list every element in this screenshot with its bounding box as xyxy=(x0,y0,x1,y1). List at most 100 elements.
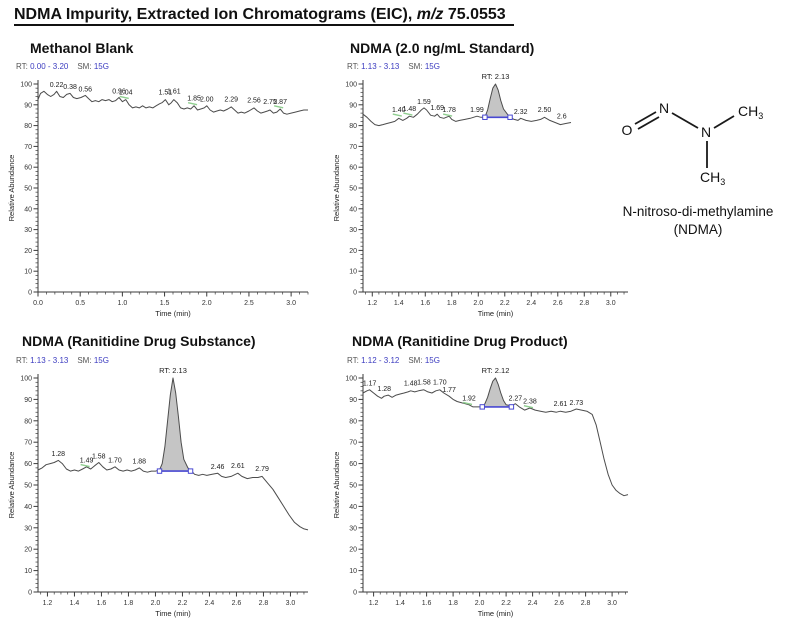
svg-text:20: 20 xyxy=(349,248,357,255)
main-peak-fill xyxy=(482,378,512,407)
panel-title-drug-product: NDMA (Ranitidine Drug Product) xyxy=(352,333,568,349)
svg-text:100: 100 xyxy=(20,82,32,89)
svg-text:50: 50 xyxy=(349,186,357,193)
page-title-mz: m/z xyxy=(416,6,444,23)
svg-text:0: 0 xyxy=(353,590,357,597)
atom-label: CH3 xyxy=(700,169,725,187)
svg-text:30: 30 xyxy=(349,227,357,234)
peak-flag xyxy=(119,95,129,100)
peak-flag xyxy=(523,404,534,409)
panel-title-ndma-standard: NDMA (2.0 ng/mL Standard) xyxy=(350,40,535,56)
svg-text:2.8: 2.8 xyxy=(579,300,589,307)
peak-label: 1.28 xyxy=(51,451,65,458)
peak-label: 1.49 xyxy=(80,458,94,465)
peak-label: 0.38 xyxy=(63,84,77,91)
svg-text:30: 30 xyxy=(24,227,32,234)
molecule-caption: N-nitroso-di-methylamine (NDMA) xyxy=(598,203,798,239)
sm-label: SM: xyxy=(77,62,92,71)
rt-range: 1.13 - 3.13 xyxy=(361,62,400,71)
main-peak-rt-label: RT: 2.12 xyxy=(482,366,510,375)
main-peak-rt-label: RT: 2.13 xyxy=(159,366,187,375)
peak-label: 2.29 xyxy=(224,97,238,104)
svg-text:100: 100 xyxy=(20,376,32,383)
baseline-marker xyxy=(187,468,194,474)
peak-label: 0.96 xyxy=(112,88,126,95)
atom-label: O xyxy=(622,122,633,138)
svg-text:1.2: 1.2 xyxy=(367,300,377,307)
sm-value: 15G xyxy=(93,356,109,365)
sm-label: SM: xyxy=(408,62,423,71)
peak-label: 1.70 xyxy=(433,379,447,386)
atom-label: N xyxy=(659,100,669,116)
peak-label: 1.58 xyxy=(417,379,431,386)
peak-label: 1.48 xyxy=(404,380,418,387)
svg-text:70: 70 xyxy=(24,144,32,151)
baseline-marker xyxy=(482,114,488,120)
y-axis-title: Relative Abundance xyxy=(7,155,16,222)
svg-text:2.5: 2.5 xyxy=(244,300,254,307)
svg-text:40: 40 xyxy=(349,504,357,511)
svg-text:1.6: 1.6 xyxy=(422,600,432,607)
svg-text:60: 60 xyxy=(24,165,32,172)
y-axis-title: Relative Abundance xyxy=(7,452,16,519)
svg-text:2.4: 2.4 xyxy=(526,300,536,307)
panel-title-drug-substance: NDMA (Ranitidine Drug Substance) xyxy=(22,333,256,349)
chrom-header-blank: RT: 0.00 - 3.20 SM: 15G xyxy=(16,62,109,71)
svg-text:50: 50 xyxy=(24,483,32,490)
svg-text:0: 0 xyxy=(28,590,32,597)
peak-label: 1.04 xyxy=(119,89,133,96)
peak-label: 0.22 xyxy=(50,82,64,89)
peak-label: 2.87 xyxy=(273,99,287,106)
peak-label: 1.48 xyxy=(403,106,417,113)
sm-value: 15G xyxy=(424,62,440,71)
peak-label: 1.59 xyxy=(417,99,431,106)
peak-flag xyxy=(274,105,284,109)
peak-label: 1.78 xyxy=(442,107,456,114)
svg-text:2.2: 2.2 xyxy=(178,600,188,607)
trace-line xyxy=(37,377,309,531)
svg-text:1.8: 1.8 xyxy=(124,600,134,607)
svg-text:2.8: 2.8 xyxy=(581,600,591,607)
svg-text:3.0: 3.0 xyxy=(606,300,616,307)
svg-text:2.4: 2.4 xyxy=(528,600,538,607)
svg-text:1.4: 1.4 xyxy=(394,300,404,307)
bond xyxy=(713,115,735,129)
bond xyxy=(637,116,660,130)
molecule-structure: O N N CH3 CH3 xyxy=(622,100,764,187)
chromatogram-drug-substance: 0 10 20 30 40 50 60 70 80 90 100 1.2 1.4 1.6 1.8 2.0 2.2… xyxy=(7,366,309,618)
rt-range: 1.13 - 3.13 xyxy=(30,356,69,365)
svg-text:100: 100 xyxy=(345,82,357,89)
trace-line xyxy=(362,377,629,497)
svg-text:0: 0 xyxy=(353,290,357,297)
trace-line xyxy=(37,90,308,115)
svg-text:2.2: 2.2 xyxy=(501,600,511,607)
chrom-header-product: RT: 1.12 - 3.12 SM: 15G xyxy=(347,356,440,365)
svg-text:40: 40 xyxy=(24,206,32,213)
peak-label: 2.50 xyxy=(538,107,552,114)
svg-text:30: 30 xyxy=(24,525,32,532)
svg-text:0: 0 xyxy=(28,290,32,297)
plot-area: 0 10 20 30 40 50 60 70 80 90 100 1.2 1.4 1.6 1.8 2.0 2.2… xyxy=(332,72,628,318)
svg-text:10: 10 xyxy=(349,269,357,276)
x-axis-title: Time (min) xyxy=(155,309,191,318)
svg-text:70: 70 xyxy=(349,440,357,447)
sm-label: SM: xyxy=(77,356,92,365)
peak-label: 1.51 xyxy=(159,89,173,96)
page-title-mz-value: 75.0553 xyxy=(443,6,506,23)
svg-text:70: 70 xyxy=(24,440,32,447)
svg-text:1.2: 1.2 xyxy=(369,600,379,607)
svg-text:2.0: 2.0 xyxy=(151,600,161,607)
rt-label: RT: xyxy=(16,62,28,71)
svg-text:0.0: 0.0 xyxy=(33,300,43,307)
baseline-marker xyxy=(507,114,513,120)
svg-text:40: 40 xyxy=(349,206,357,213)
chromatogram-methanol-blank: 0 10 20 30 40 50 60 70 80 90 100 0.0 0.5 1.0 1.5 2.0 2.5… xyxy=(7,80,309,318)
peak-label: 1.17 xyxy=(363,380,377,387)
peak-label: 1.85 xyxy=(187,96,201,103)
rt-label: RT: xyxy=(16,356,28,365)
trace-line xyxy=(362,83,572,127)
peak-label: 2.6 xyxy=(557,113,567,120)
baseline-marker xyxy=(508,404,515,410)
svg-text:3.0: 3.0 xyxy=(286,300,296,307)
peak-label: 1.99 xyxy=(470,107,484,114)
